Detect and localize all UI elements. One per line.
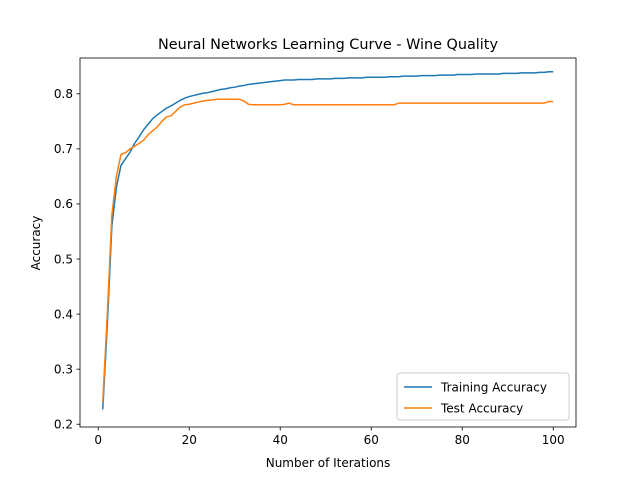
series-line-test-accuracy [102, 98, 554, 403]
y-tick-label: 0.4 [54, 307, 73, 321]
legend-box [396, 372, 570, 421]
plot-area: 0 20 40 60 80 100 0.2 0.3 0.4 0.5 0.6 0.7 0.8 [54, 57, 577, 447]
chart-title: Neural Networks Learning Curve - Wine Qu… [158, 37, 498, 53]
y-tick-label: 0.8 [54, 87, 73, 101]
x-tick-label: 0 [94, 433, 102, 447]
axes-frame [79, 57, 577, 428]
x-tick-label: 100 [542, 433, 565, 447]
y-axis-label: Accuracy [29, 216, 43, 271]
series-line-training-accuracy [102, 71, 554, 410]
y-tick-label: 0.6 [54, 197, 73, 211]
x-tick-label: 40 [273, 433, 288, 447]
y-tick-label: 0.3 [54, 362, 73, 376]
x-tick-label: 60 [364, 433, 379, 447]
legend-label-training-accuracy: Training Accuracy [440, 380, 547, 394]
x-tick-label: 20 [182, 433, 197, 447]
legend: Training Accuracy Test Accuracy [396, 372, 570, 421]
x-axis-label: Number of Iterations [266, 456, 391, 470]
legend-label-test-accuracy: Test Accuracy [440, 401, 523, 415]
y-tick-label: 0.5 [54, 252, 73, 266]
x-tick-label: 80 [455, 433, 470, 447]
y-tick-label: 0.2 [54, 418, 73, 432]
y-tick-label: 0.7 [54, 142, 73, 156]
